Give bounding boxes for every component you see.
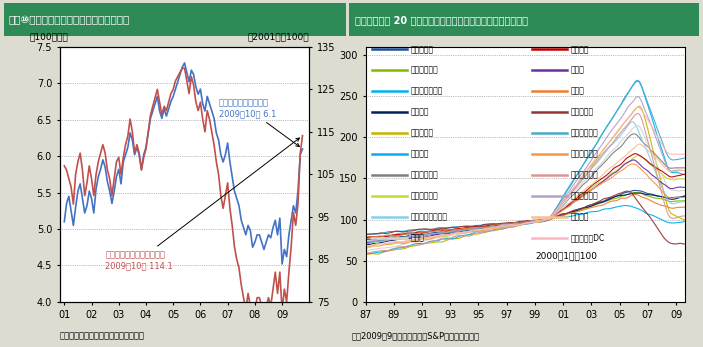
Text: 注：2009年9月まで。出所：S&P、武者リサーチ: 注：2009年9月まで。出所：S&P、武者リサーチ <box>352 331 479 340</box>
Text: サンディエゴ: サンディエゴ <box>570 191 598 200</box>
Text: 中古住宅成約指数（右軸）
2009年10月 114.1: 中古住宅成約指数（右軸） 2009年10月 114.1 <box>105 138 299 270</box>
Text: デンバー: デンバー <box>411 108 429 117</box>
Text: ロサンゼルス: ロサンゼルス <box>570 128 598 137</box>
Text: アトランタ: アトランタ <box>411 45 434 54</box>
Text: （2001年＝100）: （2001年＝100） <box>247 33 309 42</box>
Text: ポートランド: ポートランド <box>411 191 438 200</box>
Text: 出所：ブルームバーグ、武者リサーチ: 出所：ブルームバーグ、武者リサーチ <box>60 331 145 340</box>
Text: シカゴ: シカゴ <box>570 66 584 75</box>
Text: 2000年1月＝100: 2000年1月＝100 <box>535 252 597 261</box>
Text: タンパ: タンパ <box>411 233 424 242</box>
Text: シアトル: シアトル <box>570 212 589 221</box>
Text: 図表⑩：米国中古住宅販売と販売成約指数: 図表⑩：米国中古住宅販売と販売成約指数 <box>8 15 130 25</box>
Text: 図表⑪：全米 20 都市の住宅価格指数（ケース・シラー指数）: 図表⑪：全米 20 都市の住宅価格指数（ケース・シラー指数） <box>354 15 528 25</box>
Text: ニューヨーク: ニューヨーク <box>411 170 438 179</box>
Text: シャルロッテ: シャルロッテ <box>411 66 438 75</box>
Text: （100万戸）: （100万戸） <box>30 33 69 42</box>
Text: ワシントンDC: ワシントンDC <box>570 233 605 242</box>
Text: マイアミ: マイアミ <box>411 150 429 159</box>
Text: ミネアポリス: ミネアポリス <box>570 150 598 159</box>
Text: 中古住宅販売（左軸）
2009年10月 6.1: 中古住宅販売（左軸） 2009年10月 6.1 <box>219 99 299 146</box>
Text: デトロイト: デトロイト <box>570 108 593 117</box>
Text: クリーブランド: クリーブランド <box>411 87 443 96</box>
Text: サンフランシスコ: サンフランシスコ <box>411 212 447 221</box>
Text: ラスベガス: ラスベガス <box>411 128 434 137</box>
Text: ダラス: ダラス <box>570 87 584 96</box>
Text: フェニックス: フェニックス <box>570 170 598 179</box>
Text: ボストン: ボストン <box>570 45 589 54</box>
